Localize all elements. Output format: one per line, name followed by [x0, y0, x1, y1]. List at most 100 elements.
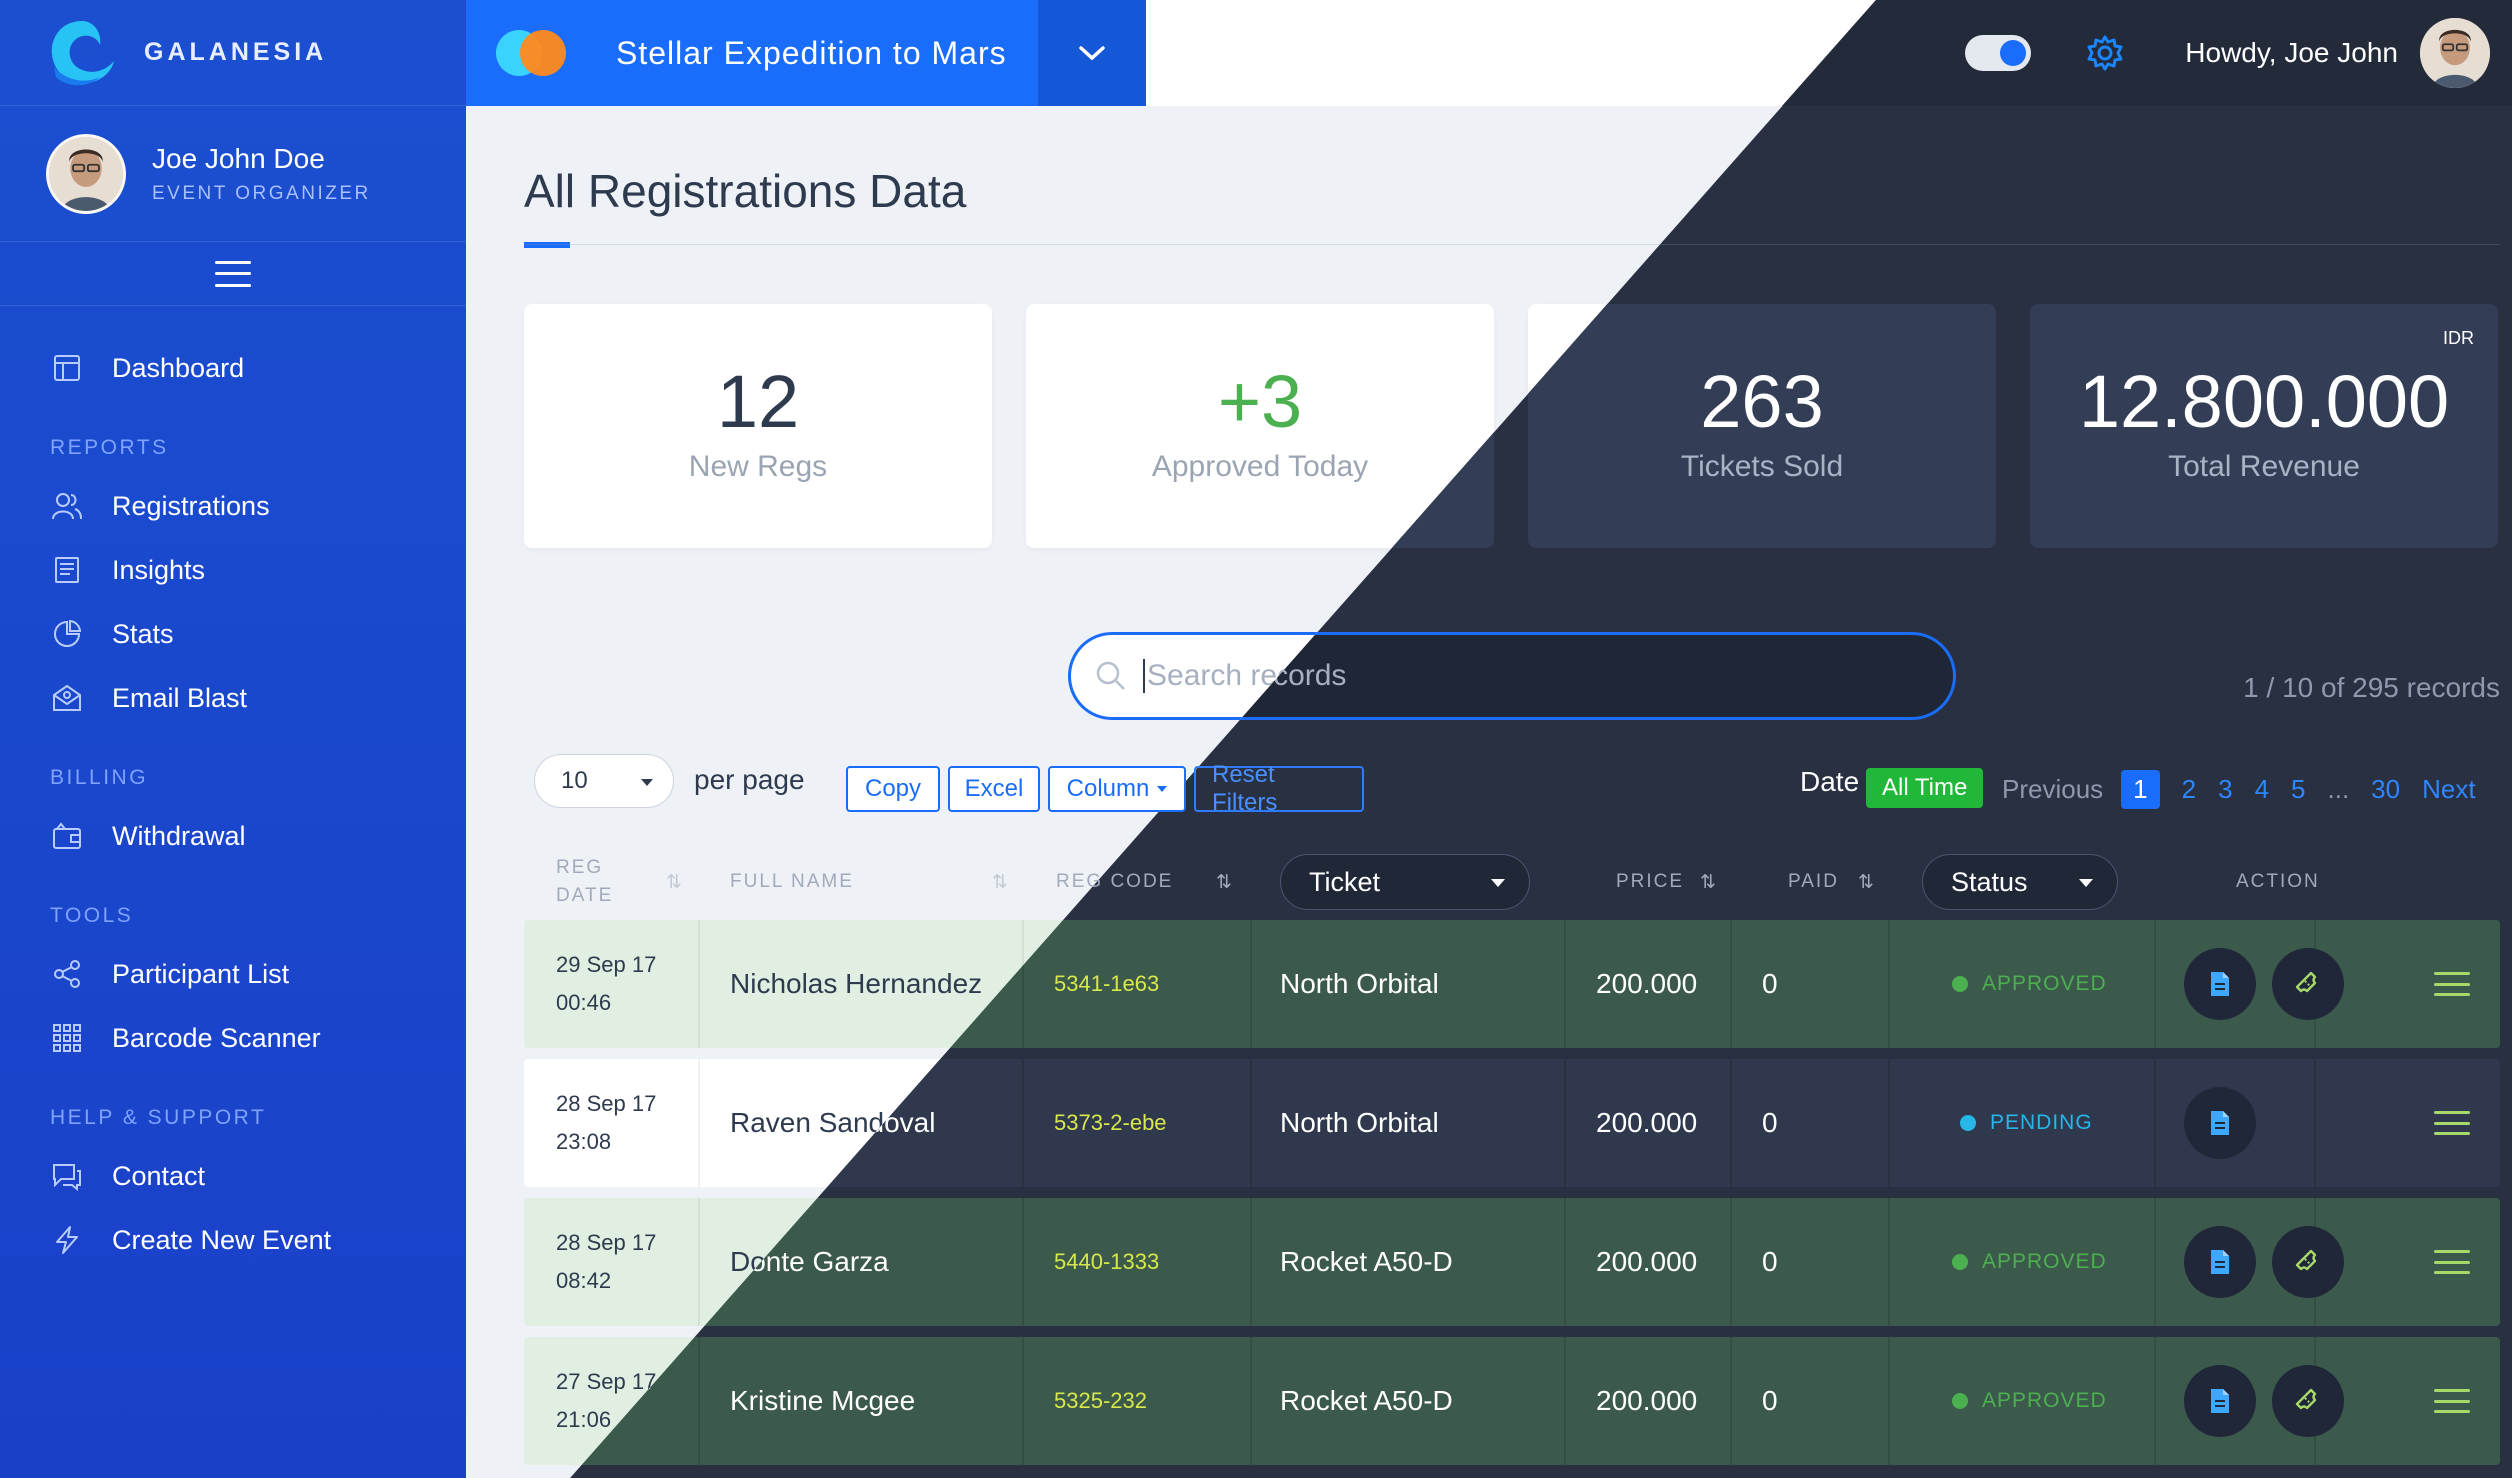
pagination-page-3[interactable]: 3: [2218, 773, 2233, 804]
cell-divider: [698, 1059, 700, 1187]
sidebar-item-insights[interactable]: Insights: [0, 538, 466, 602]
column-label: ACTION: [2236, 871, 2320, 892]
sort-icon[interactable]: ⇅: [1858, 871, 1876, 893]
brand: GALANESIA: [0, 0, 466, 106]
row-menu-icon[interactable]: [2434, 1389, 2470, 1413]
date-filter-button[interactable]: All Time: [1866, 768, 1984, 808]
cell-divider: [2154, 1059, 2156, 1187]
user-profile[interactable]: Joe John Doe EVENT ORGANIZER: [0, 106, 466, 242]
reg-time: 21:06: [556, 1407, 612, 1432]
sidebar-item-registrations[interactable]: Registrations: [0, 474, 466, 538]
hamburger-icon[interactable]: [215, 260, 251, 287]
view-document-button[interactable]: [2184, 1226, 2256, 1298]
view-document-button[interactable]: [2184, 948, 2256, 1020]
ticket-button[interactable]: [2272, 1365, 2344, 1437]
cell-divider: [2314, 1059, 2316, 1187]
sidebar-item-barcode-scanner[interactable]: Barcode Scanner: [0, 1006, 466, 1070]
table-row[interactable]: 28 Sep 17 23:08 Raven Sandoval 5373-2-eb…: [524, 1059, 2500, 1187]
brand-name: GALANESIA: [144, 38, 328, 66]
stat-value: 12.800.000: [2078, 360, 2450, 443]
cell-divider: [1022, 1198, 1024, 1326]
chevron-down-icon: [1079, 46, 1105, 61]
reset-filters-button[interactable]: Reset Filters: [1194, 761, 1364, 816]
sidebar-item-label: Contact: [112, 1160, 206, 1191]
row-menu-icon[interactable]: [2434, 1111, 2470, 1135]
document-icon: [2211, 1111, 2229, 1135]
cell-reg-date: 27 Sep 17 21:06: [524, 1337, 656, 1465]
cell-divider: [1250, 1337, 1252, 1465]
ticket-filter-label: Ticket: [1309, 866, 1381, 897]
page-title: All Registrations Data: [524, 165, 1002, 217]
pagination-page-2[interactable]: 2: [2181, 773, 2197, 804]
cell-status: APPROVED: [1952, 1198, 2107, 1326]
cell-price: 200.000: [1596, 1385, 1698, 1416]
avatar[interactable]: [2420, 18, 2490, 88]
event-selector[interactable]: Stellar Expedition to Mars: [466, 0, 1146, 106]
column-button[interactable]: Column: [1048, 766, 1186, 812]
table-row[interactable]: 28 Sep 17 08:42 Donte Garza 5440-1333 Ro…: [524, 1198, 2500, 1326]
stat-label: Total Revenue: [2168, 450, 2360, 483]
sidebar-item-withdrawal[interactable]: Withdrawal: [0, 804, 466, 868]
status-badge: APPROVED: [1982, 972, 2107, 995]
sort-icon[interactable]: ⇅: [1700, 871, 1718, 893]
ticket-button[interactable]: [2272, 948, 2344, 1020]
column-price[interactable]: PRICE: [1616, 840, 1684, 924]
column-paid[interactable]: PAID: [1788, 840, 1839, 924]
search-bar[interactable]: [1068, 632, 1956, 720]
cell-reg-code: 5325-232: [1054, 1388, 1147, 1413]
user-greeting[interactable]: Howdy, Joe John: [2185, 37, 2398, 68]
row-menu-icon[interactable]: [2434, 972, 2470, 996]
sidebar-item-participant-list[interactable]: Participant List: [0, 942, 466, 1006]
view-document-button[interactable]: [2184, 1365, 2256, 1437]
view-document-button[interactable]: [2184, 1087, 2256, 1159]
stat-tickets-sold: 263 Tickets Sold: [1528, 304, 1996, 548]
copy-button[interactable]: Copy: [846, 766, 940, 812]
profile-name: Joe John Doe: [152, 142, 325, 174]
column-reg-date[interactable]: REG DATE: [556, 840, 613, 924]
stat-value: 12: [716, 360, 800, 443]
column-full-name[interactable]: FULL NAME: [730, 840, 854, 924]
pagination-page-4[interactable]: 4: [2254, 773, 2270, 804]
sort-icon[interactable]: ⇅: [992, 871, 1010, 893]
cell-price: 200.000: [1596, 1246, 1698, 1277]
pagination-previous[interactable]: Previous: [2002, 773, 2104, 804]
sidebar-item-dashboard[interactable]: Dashboard: [0, 336, 466, 400]
sort-icon[interactable]: ⇅: [666, 871, 684, 893]
cell-full-name: Raven Sandoval: [730, 1107, 936, 1138]
pagination-page-last[interactable]: 30: [2371, 773, 2401, 804]
table-controls: 10 per page Copy Excel Column Reset Filt…: [534, 754, 2500, 816]
event-dropdown-button[interactable]: [1038, 0, 1146, 106]
pagination-next[interactable]: Next: [2422, 773, 2476, 804]
sidebar-item-stats[interactable]: Stats: [0, 602, 466, 666]
nav-section-reports: REPORTS: [50, 436, 169, 459]
search-input[interactable]: [1143, 659, 1923, 693]
sidebar-item-label: Insights: [112, 554, 206, 585]
per-page-select[interactable]: 10: [534, 754, 674, 808]
per-page-label: per page: [694, 764, 805, 795]
grid-icon: [50, 1021, 84, 1055]
ticket-filter-select[interactable]: Ticket: [1280, 854, 1530, 910]
status-filter-select[interactable]: Status: [1922, 854, 2118, 910]
sidebar-item-create-event[interactable]: Create New Event: [0, 1208, 466, 1272]
table-row[interactable]: 29 Sep 17 00:46 Nicholas Hernandez 5341-…: [524, 920, 2500, 1048]
sort-icon[interactable]: ⇅: [1216, 871, 1234, 893]
theme-toggle[interactable]: [1965, 35, 2032, 71]
event-logo-icon: [496, 28, 570, 78]
column-label: PAID: [1788, 871, 1839, 892]
sidebar-item-email-blast[interactable]: Email Blast: [0, 666, 466, 730]
cell-full-name: Donte Garza: [730, 1246, 889, 1277]
search-icon: [1096, 661, 1125, 690]
pagination-page-1[interactable]: 1: [2121, 769, 2160, 809]
status-dot-icon: [1960, 1115, 1976, 1131]
column-reg-code[interactable]: REG CODE: [1056, 840, 1173, 924]
cell-divider: [1250, 920, 1252, 1048]
divider: [524, 244, 2500, 245]
excel-button[interactable]: Excel: [948, 766, 1040, 812]
row-menu-icon[interactable]: [2434, 1250, 2470, 1274]
pagination-page-5[interactable]: 5: [2291, 773, 2306, 804]
event-name: Stellar Expedition to Mars: [616, 34, 1007, 71]
sidebar-item-contact[interactable]: Contact: [0, 1144, 466, 1208]
table-row[interactable]: 27 Sep 17 21:06 Kristine Mcgee 5325-232 …: [524, 1337, 2500, 1465]
gear-icon[interactable]: [2085, 33, 2125, 73]
ticket-button[interactable]: [2272, 1226, 2344, 1298]
